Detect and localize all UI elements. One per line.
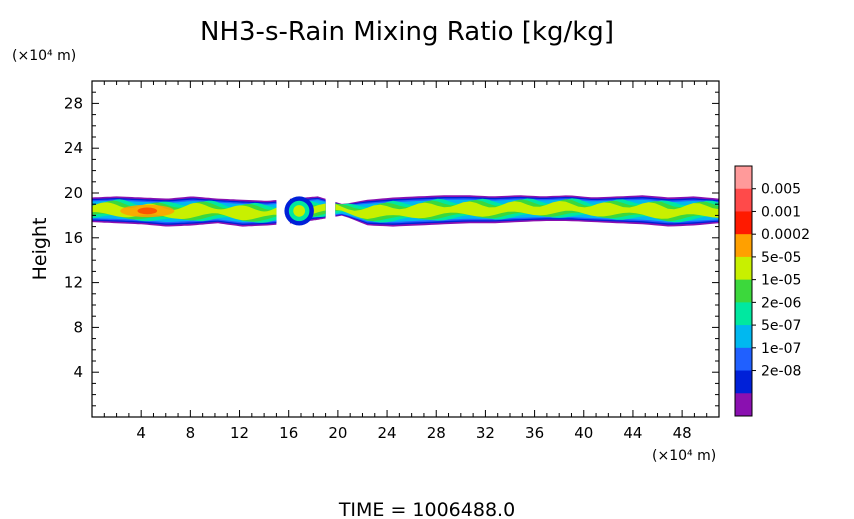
colorbar-swatch (735, 347, 752, 372)
x-tick-label: 24 (378, 424, 397, 442)
colorbar-swatch (735, 279, 752, 303)
cloud-contour (293, 205, 306, 217)
y-tick-label: 20 (64, 184, 83, 202)
x-tick-label: 4 (136, 424, 146, 442)
plot-frame (91, 80, 720, 418)
x-tick-label: 36 (525, 424, 544, 442)
colorbar-swatch (735, 188, 752, 212)
colorbar-swatch (735, 211, 752, 235)
colorbar-swatch (735, 256, 752, 281)
x-tick-label: 28 (427, 424, 446, 442)
colorbar-labels: 0.005 0.001 0.0002 5e-05 1e-05 2e-06 5e-07 1e-0… (761, 182, 810, 380)
x-tick-label: 32 (476, 424, 495, 442)
y-tick-label: 28 (64, 94, 83, 112)
y-axis-label: Height (29, 218, 51, 281)
colorbar-label: 2e-06 (761, 295, 801, 311)
colorbar-swatch (735, 234, 752, 258)
x-tick-label: 16 (279, 424, 298, 442)
x-tick-labels: 4 8 12 16 20 24 28 32 36 40 44 48 (136, 424, 691, 442)
x-tick-label: 20 (328, 424, 347, 442)
chart-title: NH3-s-Rain Mixing Ratio [kg/kg] (200, 17, 614, 47)
y-tick-labels: 4 8 12 16 20 24 28 (64, 94, 83, 381)
colorbar-label: 5e-07 (761, 318, 801, 334)
colorbar-label: 1e-05 (761, 273, 801, 289)
colorbar (734, 165, 756, 417)
x-axis-unit: (×10⁴ m) (652, 448, 716, 464)
x-tick-label: 12 (230, 424, 249, 442)
colorbar-swatch (735, 166, 752, 190)
colorbar-label: 2e-08 (761, 364, 801, 380)
colorbar-label: 0.005 (761, 182, 801, 198)
y-tick-label: 4 (73, 363, 83, 381)
time-label: TIME = 1006488.0 (338, 499, 515, 519)
cloud-field (92, 195, 719, 227)
x-tick-label: 48 (673, 424, 692, 442)
colorbar-swatch (735, 325, 752, 349)
colorbar-swatch (735, 302, 752, 326)
x-tick-label: 40 (574, 424, 593, 442)
colorbar-swatch (735, 370, 752, 394)
colorbar-frame (734, 165, 753, 417)
colorbar-swatch (735, 393, 752, 417)
colorbar-label: 0.0002 (761, 227, 810, 243)
colorbar-label: 1e-07 (761, 341, 801, 357)
y-tick-label: 8 (73, 318, 83, 336)
colorbar-label: 0.001 (761, 204, 801, 220)
y-tick-label: 12 (64, 274, 83, 292)
x-tick-label: 44 (623, 424, 642, 442)
y-axis-unit: (×10⁴ m) (12, 48, 76, 64)
cloud-contour (335, 201, 719, 219)
x-tick-label: 8 (186, 424, 196, 442)
colorbar-label: 5e-05 (761, 250, 801, 266)
cloud-peak-core (137, 207, 158, 215)
y-tick-label: 24 (64, 139, 83, 157)
axis-ticks (92, 81, 719, 417)
y-tick-label: 16 (64, 229, 83, 247)
